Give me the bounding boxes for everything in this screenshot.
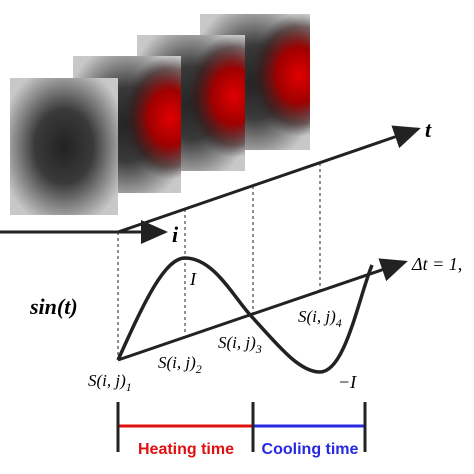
curve-label: sin(t) [29,294,78,319]
sample-sub: 3 [255,342,262,356]
cooling-label: Cooling time [262,441,359,458]
sample-sub: 2 [196,362,202,376]
sample-label: S(i, j)4 [298,307,342,330]
sample-label: S(i, j)3 [218,333,262,356]
timeline [116,402,367,452]
sample-sub: 1 [126,380,132,394]
sample-text: S(i, j) [158,353,196,372]
sample-labels: S(i, j)1 S(i, j)2 S(i, j)3 S(i, j)4 [88,307,342,394]
heating-label: Heating time [138,441,234,458]
axes [0,125,421,362]
time-axis-label: t [425,117,432,142]
frames [10,14,310,215]
sample-label: S(i, j)1 [88,371,132,394]
space-axis-label: i [172,222,179,247]
trough-label: −I [338,372,357,392]
sample-text: S(i, j) [88,371,126,390]
sample-text: S(i, j) [218,333,256,352]
guides [117,163,321,360]
sine-curve [116,256,374,374]
sample-sub: 4 [336,316,342,330]
sample-text: S(i, j) [298,307,336,326]
delta-label: Δt = 1, [411,254,462,274]
peak-label: I [189,269,197,289]
sample-label: S(i, j)2 [158,353,202,376]
